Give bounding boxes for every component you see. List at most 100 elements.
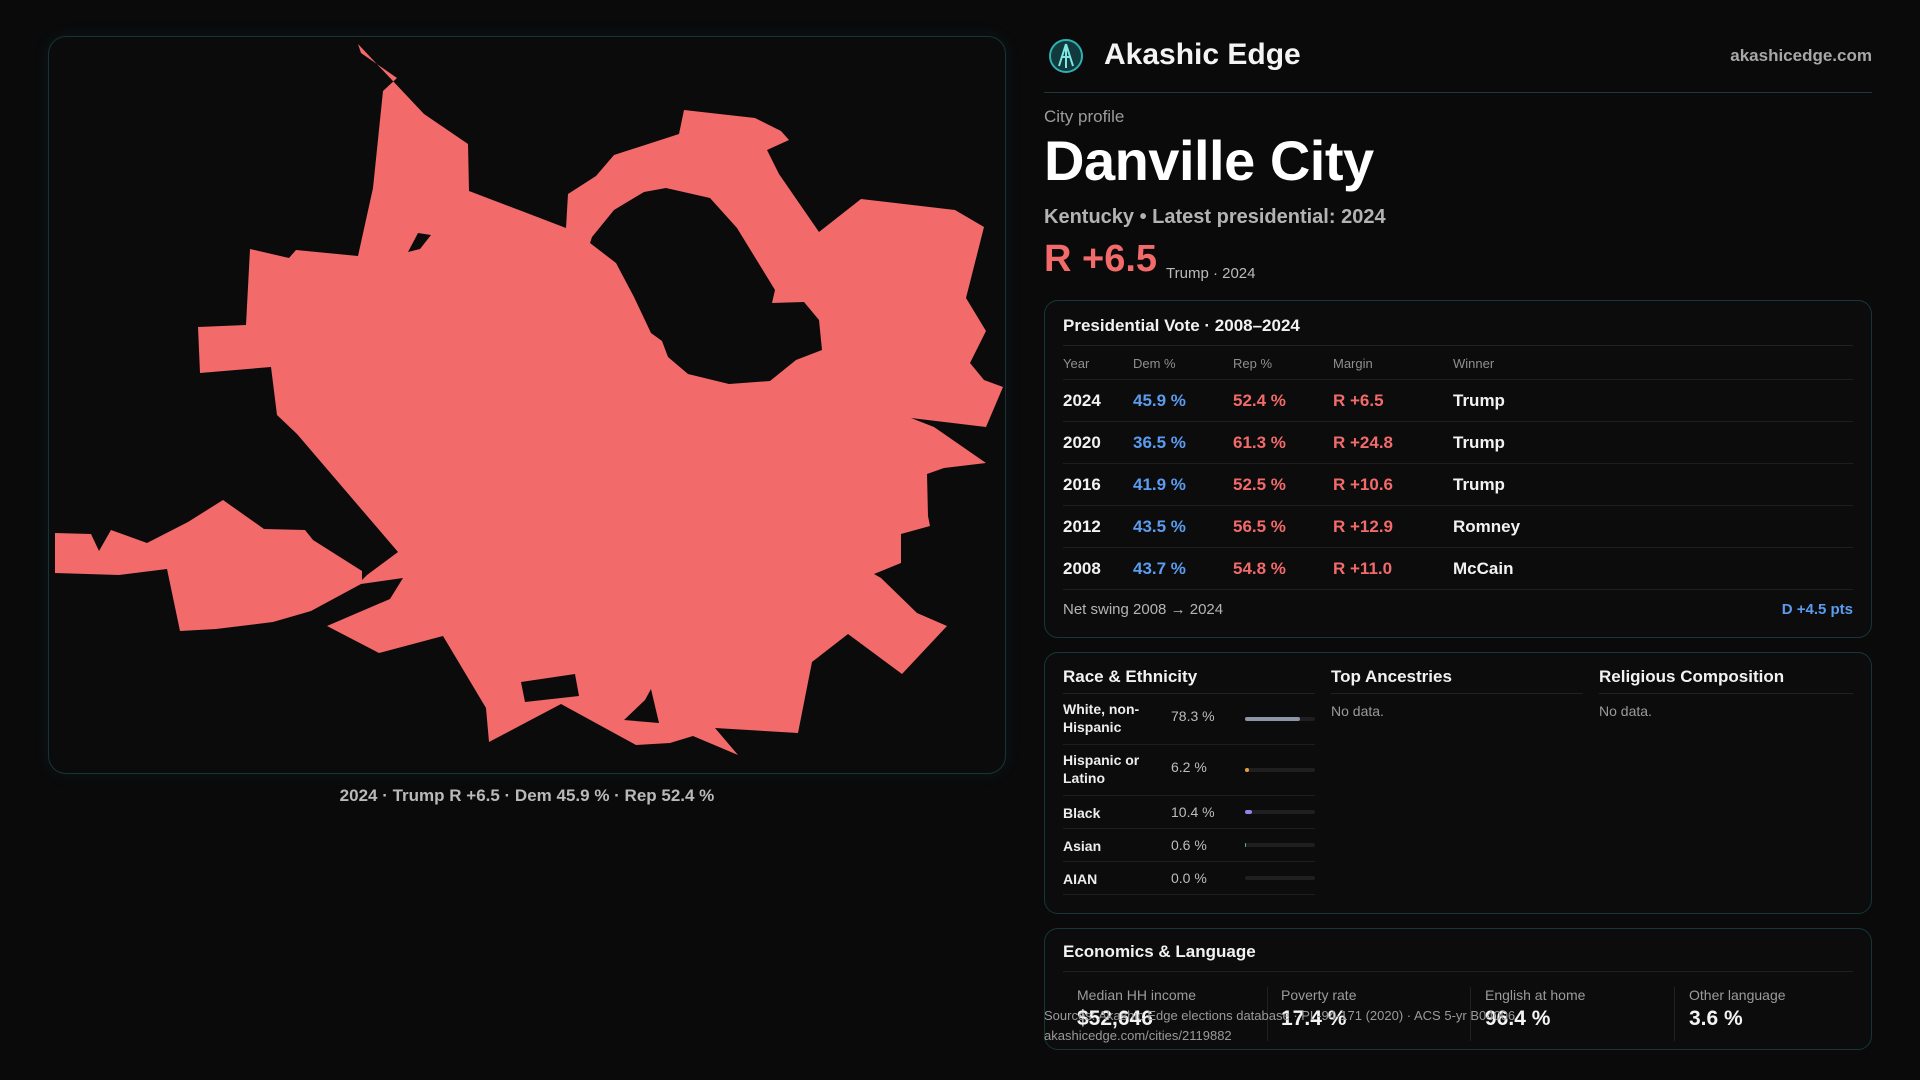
cell-margin: R +10.6	[1333, 463, 1453, 506]
cell-year: 2016	[1063, 463, 1133, 506]
cell-winner: Romney	[1453, 505, 1853, 548]
divider	[1063, 345, 1853, 346]
econ-stat-income: Median HH income $52,646	[1077, 987, 1257, 1031]
akashic-edge-logo-icon	[1049, 39, 1083, 73]
column-header-winner: Winner	[1453, 347, 1853, 380]
cell-rep: 56.5 %	[1233, 505, 1333, 548]
column-header-dem: Dem %	[1133, 347, 1233, 380]
race-pct: 0.0 %	[1171, 870, 1207, 886]
cell-margin: R +6.5	[1333, 379, 1453, 422]
race-ethnicity-section: Race & Ethnicity White, non-Hispanic 78.3…	[1063, 667, 1315, 895]
city-boundary-shape	[55, 44, 1003, 755]
econ-label: Poverty rate	[1281, 987, 1357, 1003]
cell-rep: 54.8 %	[1233, 547, 1333, 590]
source-url-link[interactable]: akashicedge.com/cities/2119882	[1044, 1028, 1232, 1043]
race-label: AIAN	[1063, 871, 1098, 887]
source-citation: Sources: Akashic Edge elections database…	[1044, 1008, 1516, 1023]
econ-value: 96.4 %	[1485, 1007, 1551, 1030]
column-header-rep: Rep %	[1233, 347, 1333, 380]
latest-margin-note: Trump · 2024	[1166, 265, 1256, 282]
race-ethnicity-title: Race & Ethnicity	[1063, 667, 1315, 694]
econ-label: Other language	[1689, 987, 1786, 1003]
cell-winner: Trump	[1453, 421, 1853, 464]
race-label: Asian	[1063, 838, 1102, 854]
race-list: White, non-Hispanic 78.3 % Hispanic or Lat…	[1063, 694, 1315, 895]
table-row: 2016 41.9 % 52.5 % R +10.6 Trump	[1063, 463, 1853, 506]
race-bar-fill	[1245, 768, 1250, 772]
race-pct: 0.6 %	[1171, 837, 1207, 853]
demographics-panel: Race & Ethnicity White, non-Hispanic 78.3…	[1044, 652, 1872, 914]
cell-dem: 45.9 %	[1133, 379, 1233, 422]
race-label: Hispanic or Latino	[1063, 752, 1140, 786]
cell-dem: 43.5 %	[1133, 505, 1233, 548]
race-row: Hispanic or Latino 6.2 %	[1063, 745, 1315, 796]
cell-margin: R +24.8	[1333, 421, 1453, 464]
econ-value: 3.6 %	[1689, 1007, 1743, 1030]
econ-value: 17.4 %	[1281, 1007, 1347, 1030]
race-row: White, non-Hispanic 78.3 %	[1063, 694, 1315, 745]
cell-winner: Trump	[1453, 379, 1853, 422]
net-swing-value: D +4.5 pts	[1781, 601, 1853, 618]
race-row: AIAN 0.0 %	[1063, 862, 1315, 895]
map-caption: 2024 · Trump R +6.5 · Dem 45.9 % · Rep 5…	[339, 786, 715, 805]
table-row: 2012 43.5 % 56.5 % R +12.9 Romney	[1063, 505, 1853, 548]
source-footer: Sources: Akashic Edge elections database…	[1044, 1006, 1515, 1046]
race-label: White, non-Hispanic	[1063, 701, 1140, 735]
cell-year: 2020	[1063, 421, 1133, 464]
religion-empty: No data.	[1599, 703, 1652, 719]
table-header-row: Year Dem % Rep % Margin Winner	[1063, 347, 1853, 380]
ancestries-empty: No data.	[1331, 703, 1384, 719]
cell-year: 2008	[1063, 547, 1133, 590]
net-swing-label: Net swing 2008 → 2024	[1063, 601, 1224, 618]
cell-dem: 43.7 %	[1133, 547, 1233, 590]
cell-rep: 52.4 %	[1233, 379, 1333, 422]
divider	[1674, 987, 1675, 1041]
profile-subtitle: Kentucky • Latest presidential: 2024	[1044, 206, 1386, 228]
brand-name: Akashic Edge	[1104, 38, 1301, 71]
page-title: Danville City	[1044, 129, 1374, 192]
race-pct: 6.2 %	[1171, 759, 1207, 775]
column-header-margin: Margin	[1333, 347, 1453, 380]
cell-margin: R +12.9	[1333, 505, 1453, 548]
presidential-vote-panel: Presidential Vote · 2008–2024 Year Dem %…	[1044, 300, 1872, 638]
brand-url-link[interactable]: akashicedge.com	[1730, 46, 1872, 65]
cell-winner: Trump	[1453, 463, 1853, 506]
vote-panel-title: Presidential Vote · 2008–2024	[1063, 316, 1300, 335]
cell-winner: McCain	[1453, 547, 1853, 590]
profile-eyebrow: City profile	[1044, 107, 1125, 126]
religion-section: Religious Composition No data.	[1599, 667, 1853, 719]
vote-table: Year Dem % Rep % Margin Winner 2024 45.9…	[1063, 347, 1853, 590]
econ-stat-english: English at home 96.4 %	[1485, 987, 1665, 1031]
economics-panel: Economics & Language Median HH income $5…	[1044, 928, 1872, 1050]
race-bar-track	[1245, 843, 1315, 847]
cell-margin: R +11.0	[1333, 547, 1453, 590]
cell-rep: 52.5 %	[1233, 463, 1333, 506]
cell-year: 2012	[1063, 505, 1133, 548]
ancestries-title: Top Ancestries	[1331, 667, 1583, 694]
econ-label: English at home	[1485, 987, 1586, 1003]
city-boundary-map	[55, 44, 1003, 755]
race-bar-fill	[1245, 810, 1253, 814]
divider	[1063, 971, 1853, 972]
brand-header: Akashic Edge akashicedge.com	[1044, 36, 1872, 93]
table-row: 2020 36.5 % 61.3 % R +24.8 Trump	[1063, 421, 1853, 464]
cell-dem: 41.9 %	[1133, 463, 1233, 506]
table-row: 2024 45.9 % 52.4 % R +6.5 Trump	[1063, 379, 1853, 422]
column-header-year: Year	[1063, 347, 1133, 380]
race-bar-track	[1245, 717, 1315, 721]
econ-stat-poverty: Poverty rate 17.4 %	[1281, 987, 1461, 1031]
econ-label: Median HH income	[1077, 987, 1197, 1003]
city-map[interactable]	[48, 36, 1006, 774]
cell-rep: 61.3 %	[1233, 421, 1333, 464]
religion-title: Religious Composition	[1599, 667, 1853, 694]
latest-margin: R +6.5	[1044, 238, 1158, 280]
race-row: Black 10.4 %	[1063, 796, 1315, 829]
cell-dem: 36.5 %	[1133, 421, 1233, 464]
ancestries-section: Top Ancestries No data.	[1331, 667, 1583, 719]
table-row: 2008 43.7 % 54.8 % R +11.0 McCain	[1063, 547, 1853, 590]
economics-title: Economics & Language	[1063, 942, 1256, 961]
race-pct: 78.3 %	[1171, 708, 1215, 724]
race-bar-track	[1245, 876, 1315, 880]
race-label: Black	[1063, 805, 1101, 821]
econ-stat-other-language: Other language 3.6 %	[1689, 987, 1869, 1031]
